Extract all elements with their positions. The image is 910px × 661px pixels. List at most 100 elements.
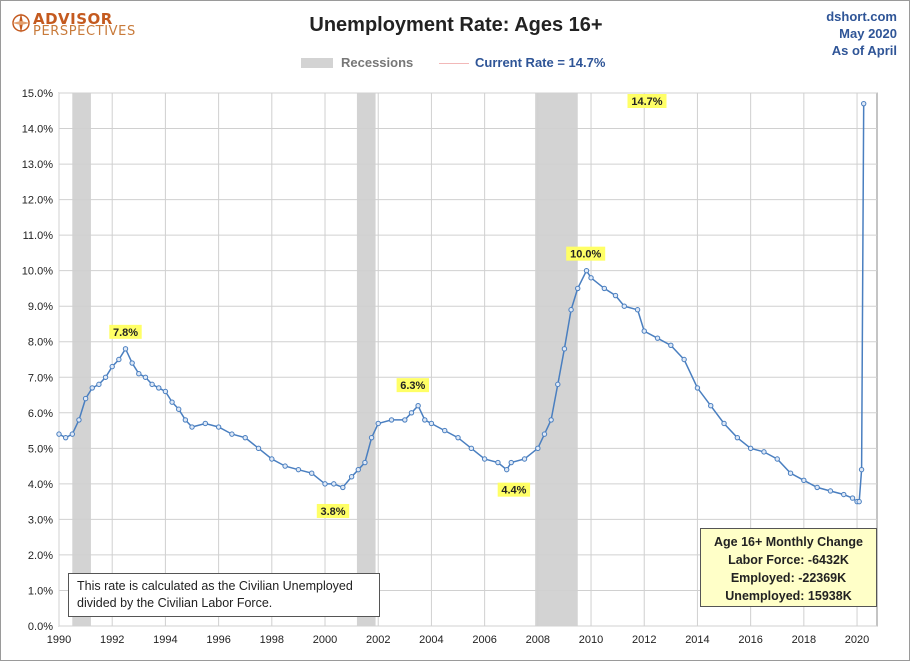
data-point (504, 466, 510, 473)
y-axis-ticks: 0.0% 1.0% 2.0% 3.0% 4.0% 5.0% 6.0% 7.0% 8.0% 9.0%… (22, 88, 53, 633)
callout-4-4pct: 4.4% (497, 482, 531, 497)
data-point (774, 456, 780, 462)
data-point (422, 417, 428, 423)
data-point (102, 374, 109, 380)
data-point (215, 424, 222, 430)
data-point (122, 346, 129, 352)
x-tick-label: 2010 (579, 634, 603, 646)
peak-trough-callouts: 7.8% 3.8% 6.3% 4.4% 10.0% 14.7% (109, 94, 667, 518)
callout-label: 6.3% (400, 380, 425, 392)
data-point (340, 484, 346, 491)
data-point (149, 381, 155, 388)
credit-as-of: As of April (831, 43, 897, 58)
data-point (694, 385, 701, 391)
data-point (583, 267, 590, 274)
employed-change: Employed: -22369K (730, 571, 847, 585)
x-tick-label: 2002 (366, 634, 390, 646)
data-point (402, 417, 408, 423)
data-point (255, 445, 262, 452)
x-tick-label: 2000 (313, 634, 337, 646)
data-point (375, 420, 381, 427)
callout-bg (316, 503, 350, 518)
credit-site[interactable]: dshort.com (826, 9, 897, 24)
data-point (76, 417, 82, 423)
data-point (295, 466, 302, 473)
data-point (548, 417, 554, 423)
data-point (721, 420, 727, 427)
data-point (481, 456, 488, 462)
callout-14-7pct: 14.7% (627, 94, 667, 108)
data-point (96, 381, 102, 388)
series-line (58, 103, 865, 503)
x-tick-label: 2012 (632, 634, 656, 646)
data-point (229, 431, 235, 437)
legend-current-rate-label: Current Rate = 14.7% (475, 55, 606, 70)
data-point (182, 417, 189, 423)
x-axis-ticks: 1990 1992 1994 1996 1998 2000 2002 2004 2006 2008… (47, 634, 870, 646)
y-tick-label: 15.0% (22, 88, 53, 100)
data-point (787, 470, 794, 476)
data-point (747, 445, 754, 452)
data-point (162, 388, 169, 395)
data-point (588, 275, 594, 281)
y-tick-label: 3.0% (28, 514, 53, 526)
data-point (408, 410, 415, 416)
y-tick-label: 14.0% (22, 124, 53, 136)
data-point (521, 456, 528, 462)
callout-bg (109, 324, 142, 339)
data-point (561, 346, 568, 352)
y-tick-label: 9.0% (28, 301, 53, 313)
data-point (621, 303, 627, 309)
monthly-change-box: Age 16+ Monthly Change Labor Force: -643… (700, 528, 877, 607)
x-tick-label: 1994 (153, 634, 177, 646)
y-tick-label: 11.0% (23, 230, 54, 242)
callout-label: 4.4% (501, 485, 526, 497)
y-tick-label: 13.0% (22, 159, 53, 171)
data-point (555, 381, 561, 388)
y-tick-label: 4.0% (28, 479, 53, 491)
y-tick-label: 1.0% (28, 585, 53, 597)
data-point (849, 495, 856, 501)
data-point (142, 374, 149, 380)
data-point (388, 417, 395, 423)
data-point (455, 434, 461, 441)
data-point (89, 385, 95, 391)
data-point (856, 498, 862, 505)
data-point (156, 385, 162, 391)
methodology-note: This rate is calculated as the Civilian … (68, 573, 380, 617)
data-point (601, 285, 608, 292)
data-point (242, 434, 248, 441)
advisor-perspectives-logo[interactable]: ADVISOR PERSPECTIVES (11, 10, 135, 41)
data-point (331, 481, 337, 487)
x-tick-label: 2020 (845, 634, 869, 646)
recession-band-2 (356, 93, 376, 626)
data-point (415, 402, 421, 409)
data-point (368, 434, 375, 441)
y-tick-label: 0.0% (28, 621, 53, 633)
x-tick-label: 1996 (206, 634, 230, 646)
x-tick-label: 1992 (100, 634, 124, 646)
legend-recession-swatch (301, 58, 333, 68)
data-point (362, 459, 368, 466)
data-point (62, 434, 69, 441)
data-point (136, 371, 142, 377)
y-tick-label: 10.0% (22, 266, 53, 278)
data-point (612, 292, 619, 299)
grid-lines (58, 92, 878, 627)
unemployed-change: Unemployed: 15938K (725, 589, 852, 603)
data-point (309, 470, 315, 476)
data-point (734, 434, 741, 441)
data-point (116, 356, 122, 363)
data-point (82, 395, 89, 402)
labor-force-change: Labor Force: -6432K (728, 553, 849, 567)
y-tick-label: 6.0% (28, 408, 53, 420)
data-point (189, 424, 195, 430)
data-point (355, 466, 361, 473)
data-point (202, 420, 209, 427)
monthly-change-title: Age 16+ Monthly Change (714, 535, 863, 549)
x-tick-label: 2008 (526, 634, 550, 646)
callout-bg (566, 246, 606, 261)
x-tick-label: 2004 (419, 634, 443, 646)
data-point (109, 363, 115, 370)
logo-text-perspectives: PERSPECTIVES (33, 24, 136, 39)
